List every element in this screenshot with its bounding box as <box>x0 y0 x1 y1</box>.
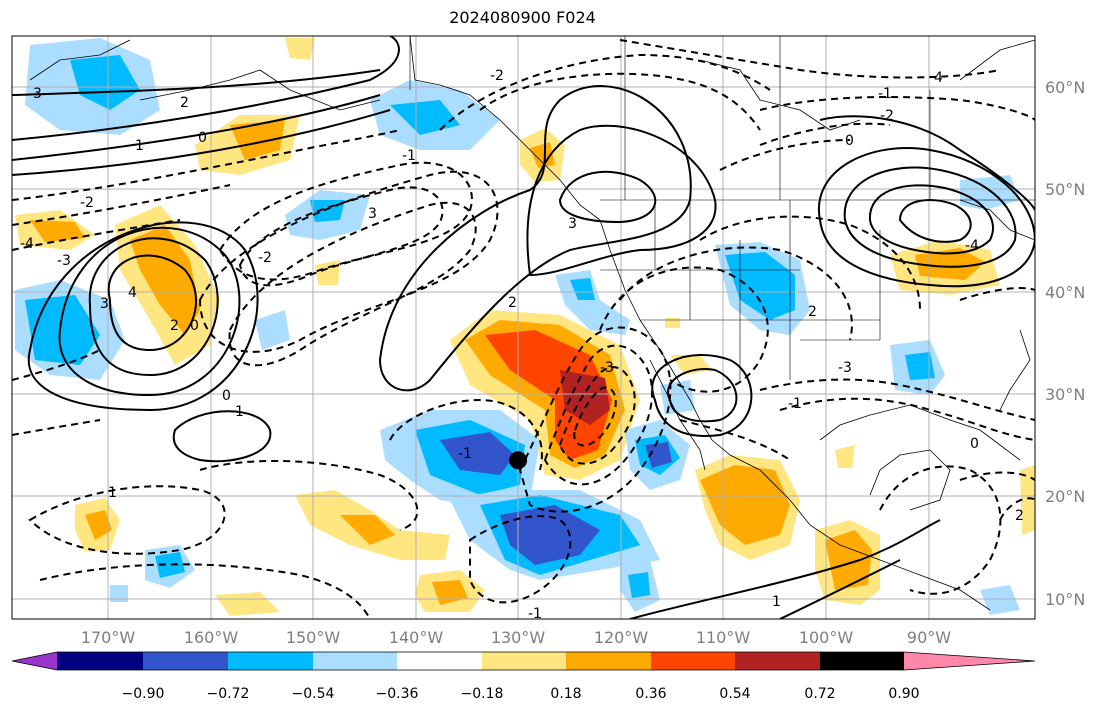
contour-label: 2 <box>170 318 179 334</box>
contour-label: -3 <box>838 360 852 376</box>
contour-label: 4 <box>128 285 137 301</box>
colorbar-bin <box>143 652 228 670</box>
contour-label: -2 <box>258 250 272 266</box>
lon-label: 110°W <box>696 628 751 647</box>
dashed-contours <box>12 39 1035 619</box>
latitude-labels: 60°N 50°N 40°N 30°N 20°N 10°N <box>1045 78 1085 609</box>
colorbar-tick-label: 0.54 <box>719 686 750 702</box>
colorbar-tick-label: 0.90 <box>888 686 919 702</box>
contour-label: -1 <box>458 446 472 462</box>
state-borders <box>409 36 1035 380</box>
contour-label: 2 <box>508 295 517 311</box>
contour-label: -1 <box>402 148 416 164</box>
contour-label: -3 <box>57 253 71 269</box>
contour-label: -1 <box>230 404 244 420</box>
colorbar-bin <box>820 652 904 670</box>
colorbar-tick-label: 0.36 <box>635 686 666 702</box>
colorbar-tick-label: −0.36 <box>376 686 419 702</box>
lat-label: 10°N <box>1045 590 1085 609</box>
solid-contours <box>12 36 1035 619</box>
lon-label: 90°W <box>907 628 951 647</box>
contour-label: -1 <box>788 396 802 412</box>
contour-label: -2 <box>80 195 94 211</box>
contour-label: -1 <box>878 86 892 102</box>
contour-label: 3 <box>100 296 109 312</box>
storm-center-marker <box>509 451 528 470</box>
colorbar-over-triangle <box>904 652 1035 670</box>
lon-label: 120°W <box>594 628 649 647</box>
contour-label: 1 <box>772 594 781 610</box>
contour-label: 2 <box>180 95 189 111</box>
contour-label: 1 <box>135 138 144 154</box>
contour-label: 4 <box>934 70 943 86</box>
contour-label: -4 <box>965 238 979 254</box>
colorbar-bin <box>735 652 820 670</box>
colorbar-bin <box>313 652 397 670</box>
lon-label: 160°W <box>184 628 239 647</box>
contour-label: -3 <box>600 360 614 376</box>
colorbar-bin <box>397 652 482 670</box>
contour-label: 1 <box>108 485 117 501</box>
colorbar-bin <box>57 652 143 670</box>
lat-label: 30°N <box>1045 385 1085 404</box>
lat-label: 60°N <box>1045 78 1085 97</box>
colorbar-tick-label: −0.54 <box>292 686 335 702</box>
lon-label: 170°W <box>81 628 136 647</box>
lon-label: 150°W <box>286 628 341 647</box>
lon-label: 100°W <box>799 628 854 647</box>
lon-label: 130°W <box>491 628 546 647</box>
colorbar-tick-label: −0.90 <box>122 686 165 702</box>
colorbar-bin <box>566 652 651 670</box>
lat-label: 40°N <box>1045 283 1085 302</box>
colorbar-tick-label: −0.18 <box>461 686 504 702</box>
contour-label: -4 <box>20 236 34 252</box>
shading-layer <box>15 38 1035 616</box>
colorbar-under-triangle <box>12 652 57 670</box>
map-title: 2024080900 F024 <box>449 8 596 27</box>
contour-label: -2 <box>880 108 894 124</box>
map-frame <box>11 35 1036 620</box>
contour-label: 2 <box>808 304 817 320</box>
contour-label: 0 <box>222 388 231 404</box>
contour-label: 2 <box>1015 508 1024 524</box>
colorbar: −0.90 −0.72 −0.54 −0.36 −0.18 0.18 0.36 … <box>11 651 1036 702</box>
coastlines <box>29 36 1035 611</box>
longitude-labels: 170°W 160°W 150°W 140°W 130°W 120°W 110°… <box>81 628 951 647</box>
contour-label: 3 <box>368 206 377 222</box>
contour-label: 0 <box>198 130 207 146</box>
contour-label: 3 <box>568 216 577 232</box>
colorbar-tick-label: 0.18 <box>550 686 581 702</box>
contour-label: 0 <box>845 133 854 149</box>
lat-label: 50°N <box>1045 180 1085 199</box>
colorbar-tick-label: 0.72 <box>804 686 835 702</box>
colorbar-bin <box>651 652 735 670</box>
colorbar-bin <box>482 652 566 670</box>
colorbar-bin <box>228 652 313 670</box>
lon-label: 140°W <box>389 628 444 647</box>
contour-label: -2 <box>490 68 504 84</box>
map-panel: 3 2 1 0 -2 -3 -4 4 0 3 2 3 0 -1 1 2 3 4 … <box>12 36 1035 622</box>
contour-label: 0 <box>190 318 199 334</box>
contour-labels: 3 2 1 0 -2 -3 -4 4 0 3 2 3 0 -1 1 2 3 4 … <box>20 68 1024 622</box>
contour-label: 0 <box>970 436 979 452</box>
colorbar-tick-label: −0.72 <box>207 686 250 702</box>
lat-label: 20°N <box>1045 487 1085 506</box>
contour-label: -1 <box>528 606 542 622</box>
contour-label: 3 <box>33 86 42 102</box>
